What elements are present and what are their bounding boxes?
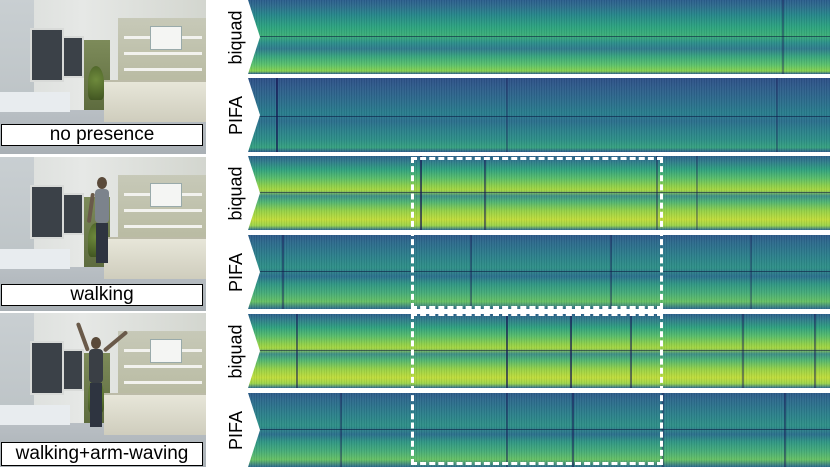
- spectrogram-arm-waving-pifa: [210, 393, 830, 467]
- photo-walking-arm-waving: [0, 313, 206, 467]
- tab-shape-row1-biquad: [210, 0, 262, 74]
- band-label-row2-biquad: biquad: [225, 165, 246, 221]
- tab-shape-row3-pifa: [210, 393, 262, 467]
- tab-shape-row2-pifa: [210, 235, 262, 309]
- spectrogram-walking-pifa: [210, 235, 830, 309]
- spectrogram-no-presence-biquad: [210, 0, 830, 74]
- highlight-box-walking: [411, 157, 663, 309]
- band-label-row3-pifa: PIFA: [225, 410, 246, 450]
- tab-shape-row2-biquad: [210, 156, 262, 230]
- row-label-walking-arm-waving: walking+arm-waving: [1, 442, 203, 466]
- band-label-row1-pifa: PIFA: [225, 95, 246, 135]
- tab-shape-row1-pifa: [210, 78, 262, 152]
- spectrogram-no-presence-pifa: [210, 78, 830, 152]
- highlight-box-arm-waving: [411, 313, 663, 465]
- band-label-row2-pifa: PIFA: [225, 252, 246, 292]
- tab-shape-row3-biquad: [210, 314, 262, 388]
- band-label-row1-biquad: biquad: [225, 9, 246, 65]
- row-label-walking: walking: [1, 284, 203, 306]
- spectrogram-arm-waving-biquad: [210, 314, 830, 388]
- spectrogram-walking-biquad: [210, 156, 830, 230]
- row-label-no-presence: no presence: [1, 124, 203, 146]
- band-label-row3-biquad: biquad: [225, 323, 246, 379]
